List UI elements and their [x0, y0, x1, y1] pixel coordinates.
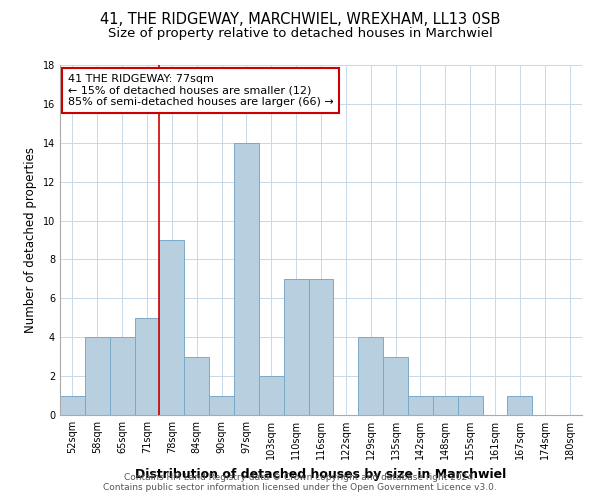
Bar — [508, 396, 532, 415]
Bar — [358, 337, 383, 415]
Text: Contains HM Land Registry data © Crown copyright and database right 2024.
Contai: Contains HM Land Registry data © Crown c… — [103, 473, 497, 492]
Bar — [458, 396, 482, 415]
Bar — [234, 143, 259, 415]
Text: 41 THE RIDGEWAY: 77sqm
← 15% of detached houses are smaller (12)
85% of semi-det: 41 THE RIDGEWAY: 77sqm ← 15% of detached… — [68, 74, 334, 107]
Bar — [60, 396, 85, 415]
Bar — [308, 279, 334, 415]
Text: 41, THE RIDGEWAY, MARCHWIEL, WREXHAM, LL13 0SB: 41, THE RIDGEWAY, MARCHWIEL, WREXHAM, LL… — [100, 12, 500, 28]
Bar — [284, 279, 308, 415]
Bar — [259, 376, 284, 415]
Bar — [408, 396, 433, 415]
Bar — [134, 318, 160, 415]
Bar — [383, 356, 408, 415]
Y-axis label: Number of detached properties: Number of detached properties — [24, 147, 37, 333]
Bar — [110, 337, 134, 415]
Bar — [209, 396, 234, 415]
Bar — [184, 356, 209, 415]
Bar — [85, 337, 110, 415]
X-axis label: Distribution of detached houses by size in Marchwiel: Distribution of detached houses by size … — [136, 468, 506, 480]
Text: Size of property relative to detached houses in Marchwiel: Size of property relative to detached ho… — [107, 28, 493, 40]
Bar — [160, 240, 184, 415]
Bar — [433, 396, 458, 415]
